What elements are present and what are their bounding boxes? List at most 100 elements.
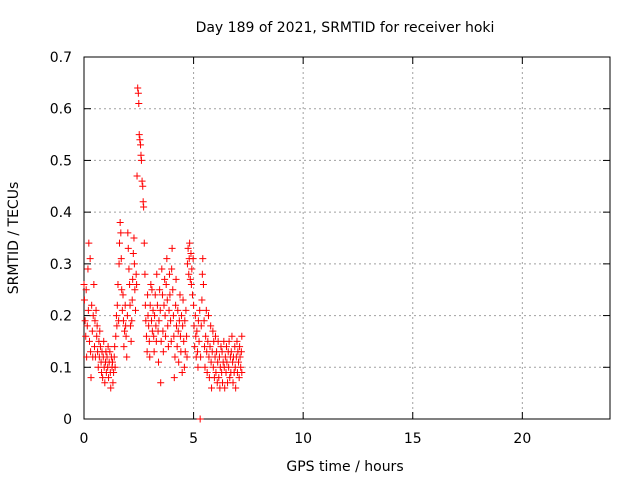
data-point (83, 322, 91, 330)
data-point (227, 348, 235, 356)
data-point (96, 327, 104, 335)
x-tick-label: 20 (513, 431, 531, 447)
x-axis-ticks: 0 5 10 15 20 (80, 57, 531, 447)
data-point (124, 229, 132, 237)
data-point (91, 343, 99, 351)
data-point (145, 337, 153, 345)
data-point (196, 306, 204, 314)
data-point (238, 368, 246, 376)
data-point (204, 337, 212, 345)
data-point (153, 270, 161, 278)
data-point (122, 332, 130, 340)
data-point (236, 353, 244, 361)
data-point (201, 363, 209, 371)
data-point (130, 260, 138, 268)
data-point (111, 343, 119, 351)
data-point (140, 203, 148, 211)
data-point (80, 281, 88, 289)
data-point (134, 89, 142, 97)
data-point (168, 265, 176, 273)
x-axis-label: GPS time / hours (286, 459, 403, 475)
data-point (84, 306, 92, 314)
data-point (125, 265, 133, 273)
data-point (120, 343, 128, 351)
data-point (153, 301, 161, 309)
data-point (202, 332, 210, 340)
data-point (235, 358, 243, 366)
data-point (165, 270, 173, 278)
data-point (181, 317, 189, 325)
data-point (191, 343, 199, 351)
data-point (108, 358, 116, 366)
data-point (180, 363, 188, 371)
data-point (129, 250, 137, 258)
data-point (121, 327, 129, 335)
y-tick-label: 0.2 (50, 309, 72, 325)
data-point (185, 270, 193, 278)
data-point (205, 353, 213, 361)
data-point (162, 332, 170, 340)
data-point (159, 327, 167, 335)
data-point (119, 291, 127, 299)
data-point (148, 286, 156, 294)
data-point (113, 301, 121, 309)
data-point (137, 141, 145, 149)
data-point (126, 281, 134, 289)
data-point (80, 296, 88, 304)
data-point (91, 317, 99, 325)
data-point (197, 322, 205, 330)
data-point (158, 265, 166, 273)
data-point (110, 353, 118, 361)
data-point (123, 312, 131, 320)
data-point (236, 343, 244, 351)
data-point (235, 374, 243, 382)
data-point (193, 327, 201, 335)
data-point (109, 379, 117, 387)
data-point (203, 368, 211, 376)
data-point (115, 260, 123, 268)
data-point (132, 270, 140, 278)
data-point (116, 218, 124, 226)
data-point (143, 348, 151, 356)
data-point (174, 327, 182, 335)
data-point (209, 327, 217, 335)
data-point (170, 374, 178, 382)
data-point (181, 348, 189, 356)
data-point (186, 239, 194, 247)
data-point (133, 281, 141, 289)
data-point (158, 291, 166, 299)
data-point (155, 317, 163, 325)
data-point (206, 343, 214, 351)
y-tick-label: 0.5 (50, 153, 72, 169)
y-tick-label: 0.7 (50, 50, 72, 66)
data-point (133, 172, 141, 180)
data-point (142, 332, 150, 340)
data-point (164, 322, 172, 330)
data-point (184, 244, 192, 252)
data-point (183, 332, 191, 340)
data-point (225, 363, 233, 371)
data-point (137, 156, 145, 164)
data-point (172, 301, 180, 309)
data-point (169, 312, 177, 320)
data-point (228, 332, 236, 340)
data-point (225, 337, 233, 345)
data-point (150, 348, 158, 356)
data-point (237, 363, 245, 371)
data-point (128, 317, 136, 325)
data-point (195, 337, 203, 345)
data-point (90, 281, 98, 289)
data-point (123, 353, 131, 361)
data-point (118, 286, 126, 294)
data-point (117, 229, 125, 237)
data-point (105, 374, 113, 382)
data-point (136, 136, 144, 144)
data-point (226, 374, 234, 382)
data-point (148, 317, 156, 325)
data-point (173, 343, 181, 351)
data-point (106, 348, 114, 356)
data-point (164, 343, 172, 351)
data-point (139, 182, 147, 190)
data-point (131, 286, 139, 294)
data-point (88, 301, 96, 309)
